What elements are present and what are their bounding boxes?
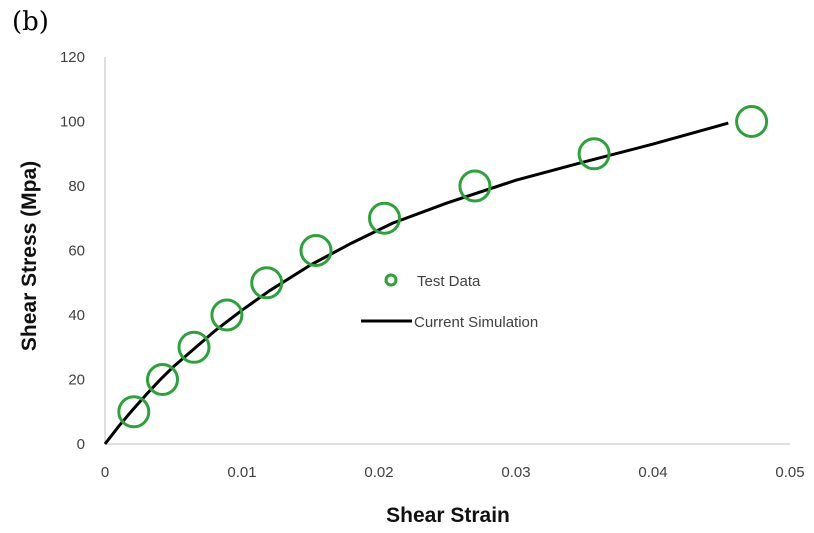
test-data-point	[299, 234, 333, 267]
x-axis-title: Shear Strain	[386, 504, 510, 527]
legend-test-data-label: Test Data	[417, 273, 481, 290]
test-data-point	[210, 298, 244, 332]
x-tick-labels: 0 0.01 0.02 0.03 0.04 0.05	[101, 464, 805, 481]
y-tick-label: 60	[68, 243, 85, 260]
test-data-point	[577, 137, 611, 171]
x-tick-label: 0.04	[638, 464, 667, 481]
axes	[104, 57, 790, 445]
test-data-point	[368, 201, 401, 235]
y-tick-label: 20	[68, 372, 85, 389]
legend-test-data-marker	[384, 273, 398, 287]
test-data-point	[177, 330, 211, 364]
x-tick-label: 0.05	[775, 464, 804, 481]
y-tick-labels: 0 20 40 60 80 100 120	[60, 49, 85, 453]
x-tick-label: 0.02	[364, 464, 393, 481]
legend: Test Data Current Simulation	[361, 273, 538, 331]
legend-current-simulation-label: Current Simulation	[414, 314, 538, 331]
test-data-point	[250, 266, 284, 300]
y-axis-title: Shear Stress (Mpa)	[18, 161, 41, 351]
test-data-point	[117, 395, 151, 429]
test-data-point	[146, 363, 179, 396]
x-tick-label: 0.01	[227, 464, 256, 481]
panel-label: (b)	[12, 7, 49, 37]
x-tick-label: 0	[101, 464, 109, 481]
current-simulation-line	[103, 121, 729, 445]
y-tick-label: 120	[60, 49, 85, 66]
y-tick-label: 80	[68, 178, 85, 195]
y-tick-label: 40	[68, 307, 85, 324]
test-data-point	[735, 105, 769, 138]
y-tick-label: 100	[60, 114, 85, 131]
x-tick-label: 0.03	[501, 464, 530, 481]
y-tick-label: 0	[77, 436, 85, 453]
plot-area	[103, 105, 769, 445]
test-data-point	[458, 169, 492, 203]
